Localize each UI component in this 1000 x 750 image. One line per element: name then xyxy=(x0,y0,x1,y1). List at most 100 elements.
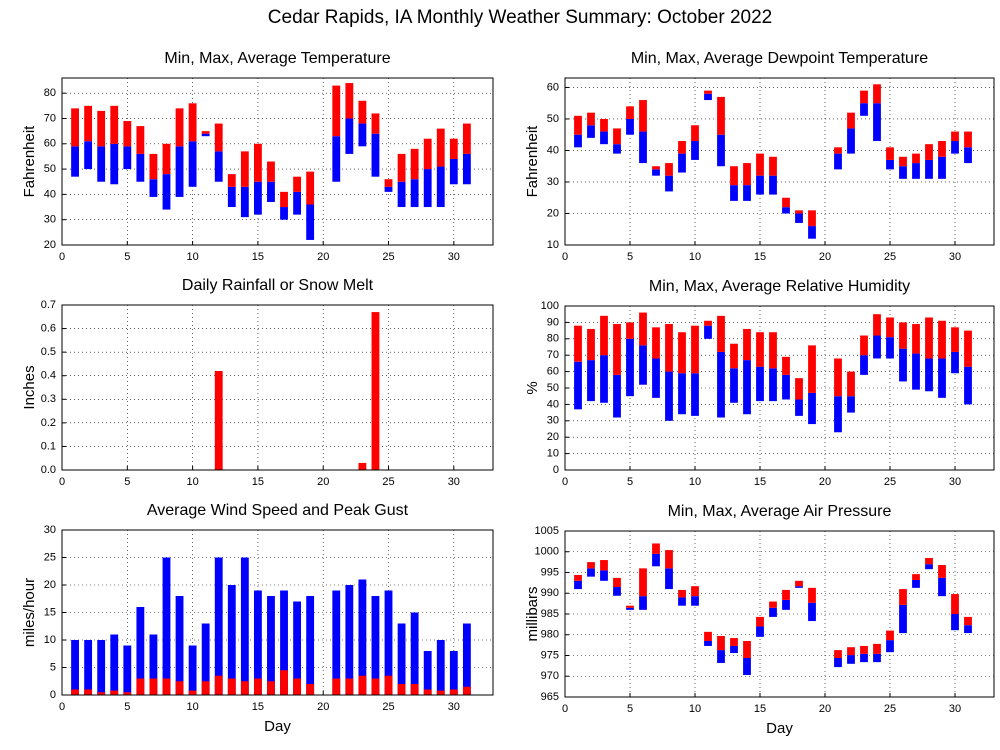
x-tick-label: 5 xyxy=(627,703,633,715)
y-tick-label: 80 xyxy=(547,333,559,345)
bar xyxy=(436,128,445,167)
bar xyxy=(201,133,210,137)
y-tick-label: 20 xyxy=(547,207,559,219)
bar xyxy=(371,133,380,177)
bar xyxy=(847,371,855,397)
bar xyxy=(436,640,445,695)
x-tick-label: 10 xyxy=(186,476,198,488)
bar xyxy=(756,332,764,367)
bar xyxy=(214,151,223,182)
bar xyxy=(626,338,634,397)
bar xyxy=(188,141,197,187)
bar xyxy=(678,597,686,606)
bar xyxy=(691,596,699,606)
plot-area xyxy=(565,531,994,697)
bar xyxy=(899,589,907,605)
bar xyxy=(795,213,803,223)
bar xyxy=(795,210,803,214)
bar xyxy=(449,689,458,695)
bar xyxy=(97,692,106,695)
x-tick-label: 20 xyxy=(819,476,831,488)
bar xyxy=(938,358,946,398)
bar xyxy=(600,355,608,403)
x-tick-label: 5 xyxy=(124,251,130,263)
bar xyxy=(665,550,673,569)
bar xyxy=(938,577,946,597)
plot-frame xyxy=(564,77,995,246)
bar xyxy=(886,147,894,160)
bar xyxy=(397,684,406,695)
x-tick-label: 25 xyxy=(382,701,394,713)
bar xyxy=(769,175,777,195)
bar xyxy=(201,623,210,695)
x-tick-label: 10 xyxy=(186,251,198,263)
bar xyxy=(84,141,93,170)
bar xyxy=(912,153,920,164)
bar xyxy=(691,586,699,597)
bar xyxy=(123,645,132,695)
bar xyxy=(123,692,132,695)
bar xyxy=(730,185,738,201)
bar xyxy=(782,589,790,600)
x-tick-label: 15 xyxy=(754,251,766,263)
bar xyxy=(227,174,236,187)
bar xyxy=(626,106,634,119)
bar xyxy=(600,131,608,145)
bar xyxy=(574,574,582,581)
bar xyxy=(652,543,660,554)
y-tick-label: 965 xyxy=(541,691,559,703)
bar xyxy=(384,590,393,695)
bar xyxy=(227,678,236,695)
plot-area xyxy=(62,78,493,245)
bar xyxy=(717,96,725,135)
bar xyxy=(756,153,764,176)
bar xyxy=(587,112,595,126)
y-axis-label: miles/hour xyxy=(21,578,38,647)
bar xyxy=(423,138,432,170)
bar xyxy=(951,594,959,614)
bar xyxy=(136,607,145,695)
bar xyxy=(873,103,881,142)
plot-area xyxy=(62,530,493,695)
bar xyxy=(886,337,894,359)
bar xyxy=(886,317,894,338)
x-tick-label: 10 xyxy=(689,703,701,715)
x-tick-label: 0 xyxy=(59,701,65,713)
bar xyxy=(873,84,881,104)
bar xyxy=(951,327,959,352)
bar xyxy=(253,590,262,695)
bar xyxy=(743,657,751,676)
bar xyxy=(110,105,119,144)
y-tick-label: 30 xyxy=(547,176,559,188)
bar xyxy=(678,332,686,374)
x-tick-label: 30 xyxy=(448,251,460,263)
bar xyxy=(925,144,933,160)
bar xyxy=(227,186,236,208)
bar xyxy=(71,146,79,177)
bar xyxy=(110,690,119,695)
bar xyxy=(371,678,380,695)
bar xyxy=(769,368,777,402)
panel-title: Min, Max, Average Relative Humidity xyxy=(649,278,910,295)
bar xyxy=(600,118,608,132)
y-tick-label: 980 xyxy=(541,629,559,641)
x-tick-label: 0 xyxy=(59,476,65,488)
bar xyxy=(600,315,608,356)
bar xyxy=(795,586,803,588)
bar xyxy=(847,112,855,129)
bar xyxy=(162,678,171,695)
bar xyxy=(71,640,79,695)
plot-area xyxy=(565,306,994,470)
y-tick-label: 15 xyxy=(44,606,56,618)
bar xyxy=(397,181,406,208)
bar xyxy=(371,312,380,470)
bar xyxy=(162,174,171,210)
x-tick-label: 25 xyxy=(884,476,896,488)
bar xyxy=(860,653,868,663)
bar xyxy=(951,351,959,374)
bar xyxy=(214,675,223,695)
bar xyxy=(639,345,647,385)
y-tick-label: 0 xyxy=(553,464,559,476)
bar xyxy=(639,568,647,597)
bar xyxy=(912,579,920,588)
